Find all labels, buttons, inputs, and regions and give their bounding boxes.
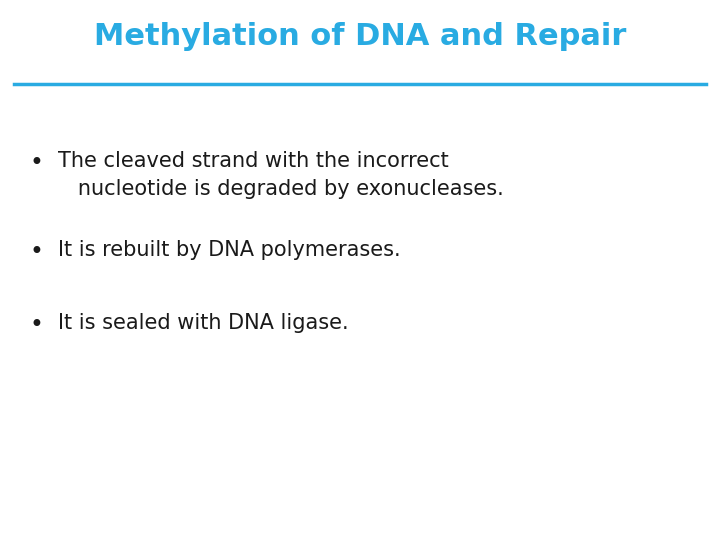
Text: •: • bbox=[29, 151, 43, 175]
Text: Methylation of DNA and Repair: Methylation of DNA and Repair bbox=[94, 22, 626, 51]
Text: •: • bbox=[29, 240, 43, 264]
Text: •: • bbox=[29, 313, 43, 337]
Text: It is sealed with DNA ligase.: It is sealed with DNA ligase. bbox=[58, 313, 348, 333]
Text: The cleaved strand with the incorrect
   nucleotide is degraded by exonucleases.: The cleaved strand with the incorrect nu… bbox=[58, 151, 503, 199]
Text: It is rebuilt by DNA polymerases.: It is rebuilt by DNA polymerases. bbox=[58, 240, 400, 260]
